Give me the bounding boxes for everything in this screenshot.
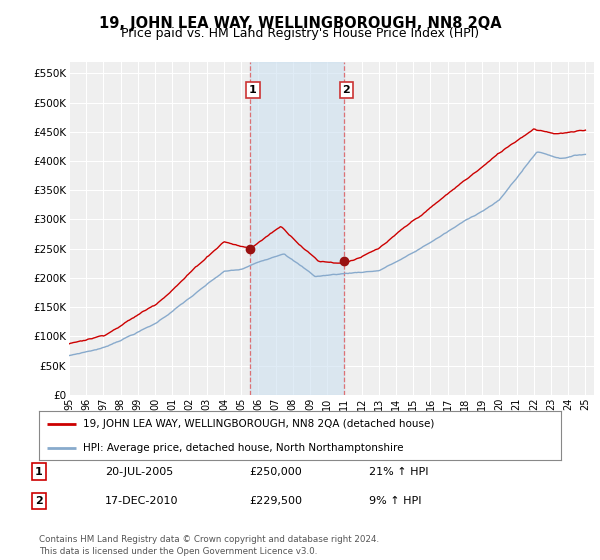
Text: 1: 1 xyxy=(35,466,43,477)
Bar xyxy=(250,62,344,395)
Text: Contains HM Land Registry data © Crown copyright and database right 2024.
This d: Contains HM Land Registry data © Crown c… xyxy=(39,535,379,556)
Text: 2: 2 xyxy=(35,496,43,506)
Text: HPI: Average price, detached house, North Northamptonshire: HPI: Average price, detached house, Nort… xyxy=(83,443,404,453)
Text: £250,000: £250,000 xyxy=(249,466,302,477)
Text: Price paid vs. HM Land Registry's House Price Index (HPI): Price paid vs. HM Land Registry's House … xyxy=(121,27,479,40)
Text: 17-DEC-2010: 17-DEC-2010 xyxy=(105,496,179,506)
Text: 2: 2 xyxy=(343,85,350,95)
Text: 9% ↑ HPI: 9% ↑ HPI xyxy=(369,496,421,506)
Text: 19, JOHN LEA WAY, WELLINGBOROUGH, NN8 2QA: 19, JOHN LEA WAY, WELLINGBOROUGH, NN8 2Q… xyxy=(98,16,502,31)
Text: 19, JOHN LEA WAY, WELLINGBOROUGH, NN8 2QA (detached house): 19, JOHN LEA WAY, WELLINGBOROUGH, NN8 2Q… xyxy=(83,419,435,430)
Text: 21% ↑ HPI: 21% ↑ HPI xyxy=(369,466,428,477)
Text: 1: 1 xyxy=(249,85,257,95)
Text: £229,500: £229,500 xyxy=(249,496,302,506)
Text: 20-JUL-2005: 20-JUL-2005 xyxy=(105,466,173,477)
